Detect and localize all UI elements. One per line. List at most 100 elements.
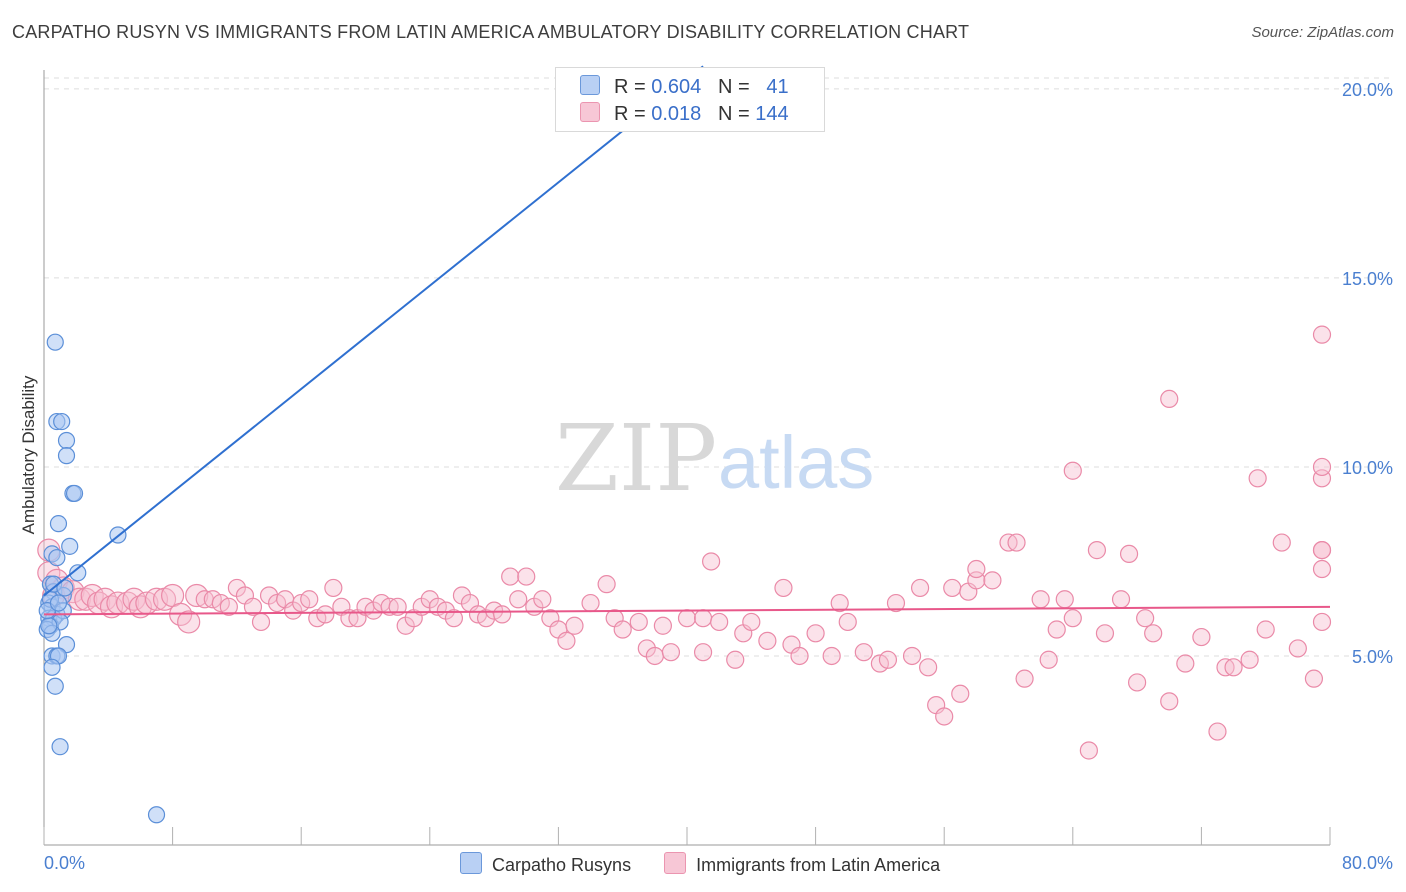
pink-point	[1248, 469, 1267, 488]
pink-point	[533, 590, 552, 609]
pink-point	[1240, 650, 1259, 669]
pink-point	[902, 646, 922, 666]
pink-point	[1288, 639, 1307, 658]
pink-point	[1047, 620, 1066, 639]
x-tick-label: 80.0%	[1342, 853, 1393, 873]
blue-trend-line	[43, 65, 704, 597]
pink-point	[493, 605, 512, 624]
legend-row-pink: R = 0.018 N = 144	[580, 102, 789, 126]
series-swatch-pink	[664, 852, 687, 874]
pink-point	[726, 650, 745, 669]
axes	[43, 70, 1331, 846]
blue-point	[40, 617, 58, 635]
legend-n-value-pink: 144	[755, 103, 789, 125]
axis-labels: 5.0% 10.0% 15.0% 20.0% 0.0% 80.0% Ambulatory D…	[19, 80, 1393, 873]
x-tick-label: 0.0%	[44, 853, 85, 873]
source-label: Source: ZipAtlas.com	[1251, 24, 1394, 41]
pink-point	[93, 587, 117, 611]
pink-point	[1312, 559, 1332, 579]
pink-point	[1312, 612, 1332, 632]
pink-point	[80, 583, 104, 608]
pink-point	[1055, 590, 1074, 609]
pink-point	[388, 597, 407, 616]
pink-point	[1111, 590, 1131, 609]
pink-point	[1256, 620, 1275, 639]
pink-point	[177, 610, 201, 634]
pink-point	[967, 559, 986, 579]
watermark: ZIP atlas	[555, 405, 874, 512]
pink-point	[677, 609, 697, 628]
pink-point	[774, 578, 793, 598]
legend-n-label: N =	[717, 103, 750, 125]
pink-point	[878, 650, 898, 669]
pink-point	[693, 643, 713, 662]
legend-r-value-blue: 0.604	[651, 76, 702, 98]
pink-point	[1063, 461, 1082, 480]
y-tick-label: 5.0%	[1352, 647, 1393, 667]
series-label-blue: Carpatho Rusyns	[492, 855, 632, 875]
chart-title: CARPATHO RUSYN VS IMMIGRANTS FROM LATIN …	[12, 22, 970, 42]
legend-n-value-blue: 41	[766, 76, 789, 98]
pink-point	[517, 567, 536, 586]
y-tick-label: 15.0%	[1342, 269, 1393, 289]
pink-point	[653, 616, 672, 635]
pink-point	[509, 590, 528, 609]
pink-point	[1208, 722, 1227, 741]
pink-series-points	[37, 325, 1332, 760]
blue-point	[46, 677, 64, 695]
series-legend-pink: Immigrants from Latin America	[664, 852, 940, 876]
blue-point	[147, 806, 166, 824]
blue-point	[65, 484, 84, 503]
legend-r-label: R =	[614, 103, 646, 125]
legend-r-value-pink: 0.018	[651, 103, 702, 125]
pink-point	[1031, 590, 1050, 609]
pink-point	[219, 597, 238, 616]
series-legend: Carpatho Rusyns Immigrants from Latin Am…	[460, 852, 968, 876]
legend-r-label: R =	[614, 76, 646, 98]
pink-point	[629, 612, 648, 632]
blue-point	[69, 564, 87, 582]
pink-point	[886, 593, 906, 613]
legend-n-label: N =	[717, 76, 750, 98]
blue-point	[51, 738, 69, 756]
pink-point	[935, 707, 954, 726]
pink-point	[1312, 541, 1332, 560]
pink-point	[951, 684, 970, 703]
series-swatch-blue	[460, 852, 482, 874]
pink-point	[1015, 669, 1034, 688]
pink-point	[1304, 669, 1324, 688]
blue-point	[53, 412, 71, 431]
pink-point	[1039, 650, 1058, 669]
pink-point	[1312, 457, 1332, 477]
pink-point	[1312, 325, 1332, 344]
pink-point	[919, 658, 938, 677]
pink-point	[1160, 389, 1179, 409]
blue-point	[57, 447, 76, 465]
legend-swatch-pink	[580, 102, 600, 122]
y-tick-label: 20.0%	[1342, 80, 1393, 100]
y-tick-label: 10.0%	[1342, 458, 1393, 478]
pink-point	[830, 593, 849, 613]
grid-lines	[44, 77, 1392, 657]
blue-point	[49, 515, 68, 533]
pink-point	[702, 552, 721, 571]
pink-point	[565, 616, 584, 635]
pink-point	[943, 578, 962, 598]
pink-point	[758, 631, 777, 650]
blue-point	[48, 549, 66, 567]
pink-point	[300, 590, 319, 609]
pink-point	[1160, 692, 1179, 711]
pink-point	[710, 612, 729, 632]
pink-point	[806, 624, 825, 643]
pink-point	[693, 609, 713, 628]
blue-point	[46, 333, 64, 351]
pink-point	[983, 571, 1002, 590]
pink-point	[316, 605, 335, 624]
pink-point	[1063, 609, 1082, 628]
pink-point	[597, 575, 616, 594]
pink-point	[1224, 658, 1243, 677]
pink-point	[742, 612, 761, 632]
pink-point	[1079, 741, 1098, 760]
pink-point	[1119, 544, 1139, 564]
